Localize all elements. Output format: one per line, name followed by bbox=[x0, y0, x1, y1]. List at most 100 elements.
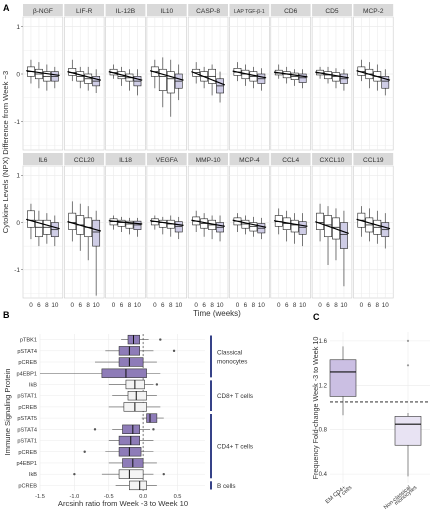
x-axis-title: Time (weeks) bbox=[193, 309, 241, 318]
facet-strip bbox=[229, 153, 270, 165]
box-body bbox=[340, 222, 348, 249]
x-tick-label: 8 bbox=[252, 302, 256, 309]
outlier-point bbox=[172, 349, 176, 353]
box-body bbox=[394, 416, 422, 446]
box-body bbox=[118, 357, 144, 367]
x-tick-label: 6 bbox=[326, 302, 330, 309]
y-tick-label: 0.4 bbox=[319, 472, 328, 478]
trend-line bbox=[356, 70, 391, 81]
panel-b: pTBK1 pSTAT4 pCREB p4EBP1 IkB pSTAT1 pCREB pSTA… bbox=[3, 334, 253, 508]
facet-panel bbox=[64, 165, 105, 299]
facet-strip bbox=[188, 153, 228, 165]
x-tick-label: 6 bbox=[120, 302, 124, 309]
facet-strip bbox=[105, 153, 146, 165]
x-tick-label: -1.5 bbox=[35, 494, 45, 500]
row-label: pCREB bbox=[18, 483, 37, 489]
box-body bbox=[127, 391, 147, 401]
facet-label: IL6 bbox=[38, 157, 47, 164]
x-tick-label: 10 bbox=[134, 302, 142, 309]
outlier-point bbox=[406, 339, 410, 342]
trend-line bbox=[149, 70, 184, 81]
facet-10: CCL20 0 6 8 10 bbox=[64, 153, 105, 309]
row-label: pSTAT1 bbox=[17, 439, 37, 445]
facet-13: MMP-10 0 6 8 10 bbox=[187, 153, 229, 309]
row-label: pSTAT1 bbox=[17, 394, 37, 400]
y-axis-title: Frequency Fold-change Week -3 to Week 10 bbox=[311, 337, 320, 480]
box-body bbox=[332, 72, 340, 82]
row-label: IkB bbox=[29, 472, 37, 478]
facet-strip bbox=[105, 4, 146, 16]
x-tick-label: 10 bbox=[299, 302, 307, 309]
facet-label: CD5 bbox=[325, 8, 339, 15]
x-tick-label: 0.0 bbox=[139, 494, 147, 500]
x-tick-label: 0 bbox=[153, 302, 157, 309]
facet-panel bbox=[229, 165, 270, 299]
x-tick-label: 0 bbox=[277, 302, 281, 309]
box-body bbox=[298, 221, 307, 235]
facet-label: IL-12B bbox=[116, 8, 136, 15]
x-tick-label: 10 bbox=[217, 302, 225, 309]
trend-line bbox=[67, 221, 102, 232]
row-label: pSTAT4 bbox=[17, 427, 37, 433]
row-label: IkB bbox=[29, 382, 37, 388]
x-tick-label: 0 bbox=[236, 302, 240, 309]
x-tick-label: 6 bbox=[202, 302, 206, 309]
box-body bbox=[249, 222, 258, 232]
facet-strip bbox=[312, 153, 352, 165]
x-tick-label: 10 bbox=[258, 302, 266, 309]
facet-0: β-NGF -1 0 1 bbox=[14, 4, 64, 151]
facet-label: CASP-8 bbox=[196, 8, 220, 15]
facet-17: CCL19 0 6 8 10 bbox=[353, 153, 394, 309]
x-tick-label: 10 bbox=[382, 302, 390, 309]
facet-16: CXCL10 0 6 8 10 bbox=[311, 153, 353, 309]
outlier-point bbox=[93, 428, 97, 431]
box-body bbox=[27, 210, 35, 228]
outlier-point bbox=[73, 472, 76, 476]
x-tick-label: 8 bbox=[210, 302, 214, 309]
x-tick-label: 10 bbox=[51, 302, 59, 309]
group-label: monocytes bbox=[217, 358, 247, 365]
facet-panel bbox=[270, 16, 311, 151]
group-label: Classical bbox=[217, 349, 242, 356]
panel-letter-a: A bbox=[3, 3, 10, 13]
trend-line bbox=[232, 219, 267, 228]
panel-a: β-NGF -1 0 1 LIF-R IL-12B IL10 CASP-8 LAP TGF-β-… bbox=[1, 4, 394, 318]
x-tick-label: 0 bbox=[29, 302, 33, 309]
facet-label: LAP TGF-β-1 bbox=[234, 9, 265, 15]
box-body bbox=[298, 73, 307, 83]
x-tick-label: 6 bbox=[78, 302, 82, 309]
x-tick-label: 8 bbox=[376, 302, 380, 309]
box-body bbox=[118, 447, 142, 457]
x-tick-label: 6 bbox=[368, 302, 372, 309]
x-tick-label: 0 bbox=[318, 302, 322, 309]
box-body bbox=[92, 219, 101, 247]
facet-strip bbox=[64, 153, 105, 165]
trend-line bbox=[108, 71, 143, 81]
outlier-point bbox=[162, 472, 165, 476]
panel-c: EM CD4+T cells Non-classicalmonocytes0.40… bbox=[311, 332, 430, 511]
box-body bbox=[316, 212, 324, 230]
row-label: p4EBP1 bbox=[16, 461, 37, 467]
box-body bbox=[129, 480, 147, 491]
outlier-point bbox=[159, 338, 162, 341]
facet-label: CCL4 bbox=[282, 157, 299, 164]
x-tick-label: 8 bbox=[128, 302, 132, 309]
facet-label: CCL19 bbox=[363, 157, 384, 164]
facet-strip bbox=[188, 4, 228, 16]
facet-label: MCP-4 bbox=[239, 157, 260, 164]
x-tick-label: 8 bbox=[169, 302, 173, 309]
box-body bbox=[158, 68, 167, 91]
facet-label: CD6 bbox=[284, 8, 298, 15]
facet-2: IL-12B bbox=[105, 4, 146, 151]
facet-strip bbox=[312, 4, 352, 16]
box-body bbox=[125, 220, 134, 229]
facet-strip bbox=[23, 4, 63, 16]
y-tick-label: 0.8 bbox=[319, 428, 328, 434]
box-body bbox=[101, 368, 147, 378]
x-tick-label: 8 bbox=[334, 302, 338, 309]
x-tick-label: 0 bbox=[112, 302, 116, 309]
trend-line bbox=[67, 71, 102, 81]
facet-label: β-NGF bbox=[33, 8, 53, 15]
x-tick-label: 10 bbox=[340, 302, 348, 309]
